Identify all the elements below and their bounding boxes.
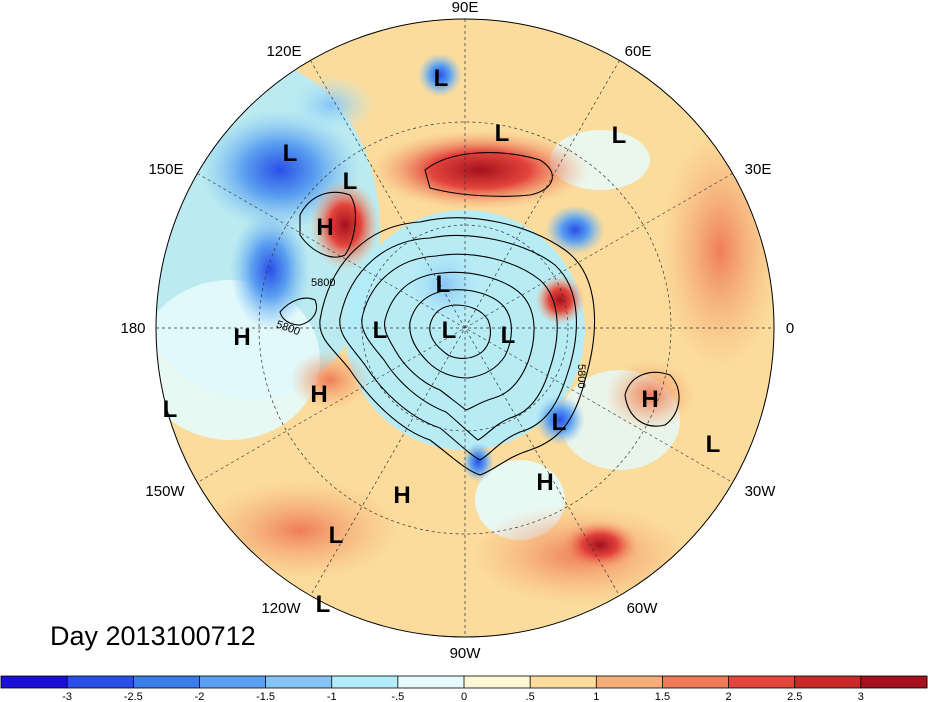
colorbar-tick-label: 1.5 (655, 691, 670, 702)
pressure-center-low: L (434, 65, 449, 92)
pressure-center-low: L (329, 522, 344, 549)
pressure-center-low: L (612, 122, 627, 149)
colorbar-swatch (1, 676, 68, 688)
colorbar-swatch (199, 676, 267, 688)
colorbar-tick-label: 2 (726, 691, 732, 702)
colorbar-tick-label: 2.5 (787, 691, 802, 702)
lon-label-60w: 60W (627, 600, 659, 617)
longitude-labels: 90E 60E 30E 0 30W 60W 90W 120W 150W 180 … (120, 0, 794, 662)
height-contours (279, 152, 680, 476)
pressure-center-low: L (501, 322, 516, 349)
colorbar-tick-label: -1 (327, 691, 337, 702)
colorbar-tick-label: 0 (461, 691, 467, 702)
pressure-center-low: L (343, 168, 358, 195)
pressure-center-high: H (233, 324, 250, 351)
lon-label-150e: 150E (148, 161, 183, 178)
graticule (156, 19, 774, 637)
colorbar-swatch (331, 676, 399, 688)
pressure-center-low: L (436, 271, 451, 298)
colorbar-swatch (794, 676, 862, 688)
colorbar-swatch (67, 676, 134, 688)
colorbar-swatch (133, 676, 200, 688)
colorbar-swatch (662, 676, 730, 688)
lon-label-150w: 150W (145, 483, 185, 500)
colorbar-swatch (265, 676, 333, 688)
pressure-center-low: L (283, 140, 298, 167)
colorbar-swatch (464, 676, 531, 688)
pressure-center-low: L (163, 396, 178, 423)
colorbar-tick-label: -2.5 (124, 691, 143, 702)
contour-label: 5800 (575, 364, 587, 388)
colorbar-tick-label: 3 (858, 691, 864, 702)
pressure-center-low: L (495, 120, 510, 147)
colorbar-tick-label: -3 (62, 691, 72, 702)
colorbar-swatch (530, 676, 597, 688)
pressure-center-high: H (641, 386, 658, 413)
pressure-center-labels: L L L L L H L H L L L L H H L H L H L H … (163, 65, 721, 618)
lon-label-120w: 120W (261, 600, 301, 617)
colorbar-tick-label: -1.5 (256, 691, 275, 702)
pressure-center-low: L (706, 431, 721, 458)
pressure-center-high: H (310, 381, 327, 408)
lon-label-60e: 60E (625, 43, 652, 60)
colorbar-tick-label: -2 (195, 691, 205, 702)
lon-label-90e: 90E (452, 0, 479, 16)
colorbar-swatch (596, 676, 663, 688)
figure-title: Day 2013100712 (50, 621, 256, 651)
colorbar-tick-label: 1 (593, 691, 599, 702)
pressure-center-high: H (536, 469, 553, 496)
colorbar-swatch (728, 676, 796, 688)
lon-label-180: 180 (120, 320, 145, 337)
lon-label-0: 0 (786, 320, 794, 337)
pressure-center-low: L (373, 317, 388, 344)
colorbar-tick-label: -.5 (391, 691, 404, 702)
lon-label-30e: 30E (745, 161, 772, 178)
anomaly-field (156, 19, 774, 637)
colorbar: -3 -2.5 -2 -1.5 -1 -.5 0 .5 1 1.5 2 2.5 3 (0, 675, 928, 702)
pressure-center-high: H (393, 482, 410, 509)
lon-label-120e: 120E (266, 43, 301, 60)
map-boundary (155, 18, 775, 638)
pressure-center-low: L (552, 409, 567, 436)
contour-label: 5800 (311, 277, 335, 289)
pressure-center-low: L (442, 317, 457, 344)
lon-label-30w: 30W (745, 483, 777, 500)
pressure-center-low: L (316, 591, 331, 618)
colorbar-swatch (397, 676, 465, 688)
pressure-center-high: H (316, 214, 333, 241)
colorbar-tick-label: .5 (526, 691, 535, 702)
colorbar-swatch (860, 676, 928, 688)
lon-label-90w: 90W (450, 645, 482, 662)
